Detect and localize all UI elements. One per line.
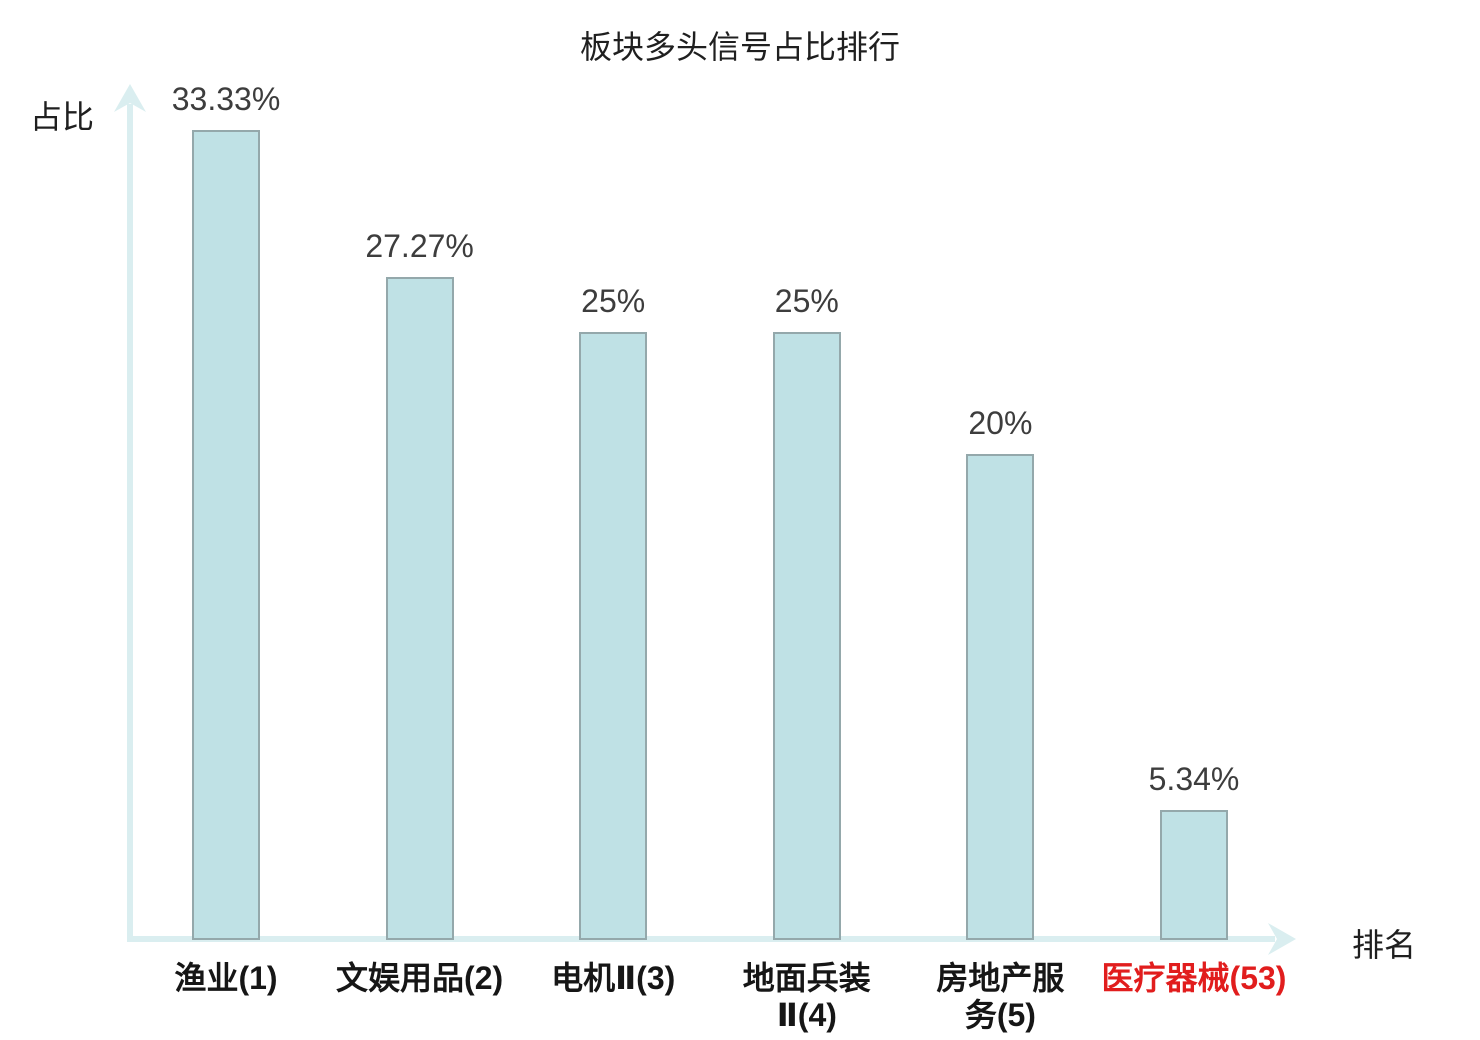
category-label-1: 渔业(1) [174,960,278,996]
category-label-5: 房地产服 务(5) [936,960,1065,1033]
bar-value-label-3: 25% [581,283,646,319]
chart-title: 板块多头信号占比排行 [579,29,900,65]
bar-value-label-6: 5.34% [1148,761,1240,797]
category-label-3: 电机Ⅱ(3) [551,960,676,996]
y-axis-arrow-icon [114,84,146,112]
x-axis-label: 排名 [1352,927,1417,963]
bar-4[interactable] [772,332,841,940]
bar-3[interactable] [579,332,648,940]
x-axis [127,936,1275,942]
bar-value-label-2: 27.27% [365,228,474,264]
y-axis-label: 占比 [30,99,95,135]
bar-2[interactable] [385,277,454,940]
bar-5[interactable] [966,454,1035,940]
y-axis [127,104,133,942]
bar-value-label-1: 33.33% [171,81,281,117]
bar-6[interactable] [1160,810,1228,940]
bar-value-label-4: 25% [774,283,839,319]
bar-value-label-5: 20% [968,405,1033,441]
x-axis-arrow-icon [1268,923,1296,955]
bar-1[interactable] [192,130,260,940]
category-label-6: 医疗器械(53) [1101,960,1287,996]
category-label-2: 文娱用品(2) [336,960,504,996]
category-label-4: 地面兵装 Ⅱ(4) [742,960,871,1033]
